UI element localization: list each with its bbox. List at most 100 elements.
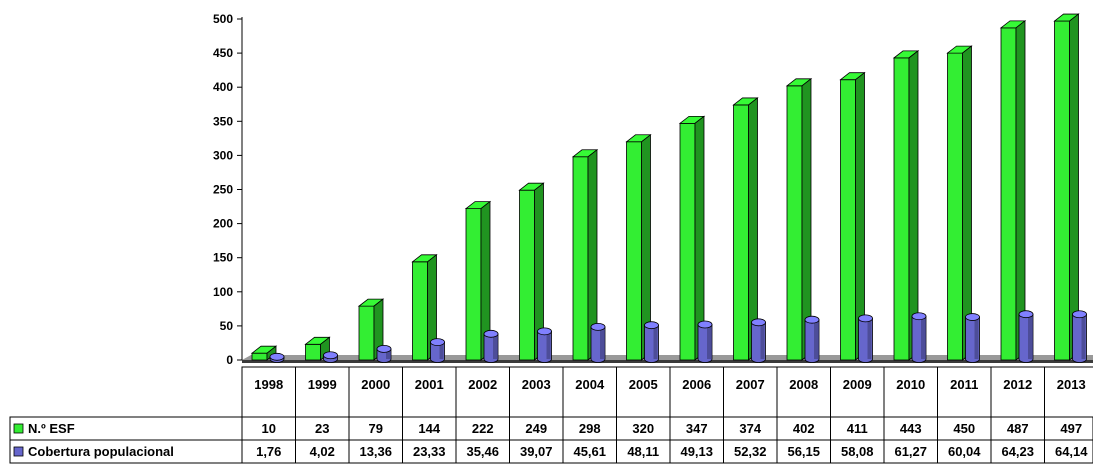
table-cell-value: 35,46 [466,444,499,459]
table-row [9,416,1093,441]
table-cell-value: 402 [793,421,815,436]
bar-cobertura [697,320,713,363]
category-label: 2013 [1057,377,1086,392]
category-label: 2000 [361,377,390,392]
bar-esf [732,97,759,361]
bar-esf [999,20,1027,361]
table-cell-value: 144 [418,421,440,436]
table-header-cell [295,366,350,418]
y-tick-label: 350 [213,114,233,128]
y-tick-label: 250 [213,183,233,197]
category-label: 2001 [415,377,444,392]
bar-cobertura [537,327,552,363]
table-cell-value: 56,15 [787,444,820,459]
x-axis-line [242,360,1093,363]
table-header-cell [776,366,831,418]
bar-cobertura [1072,310,1087,363]
bar-cobertura [644,321,659,363]
category-label: 2006 [682,377,711,392]
category-label: 2010 [896,377,925,392]
y-tick-label: 100 [213,285,233,299]
table-cell-value: 23 [315,421,329,436]
category-label: 2002 [468,377,497,392]
bar-cobertura [483,329,499,363]
table-cell-value: 4,02 [310,444,335,459]
table-header-cell [883,366,938,418]
table-cell-value: 60,04 [948,444,981,459]
bar-cobertura [911,312,927,363]
category-label: 2003 [522,377,551,392]
table-cell-value: 64,14 [1055,444,1088,459]
bar-cobertura [1018,310,1034,363]
table-header-cell [937,366,992,418]
table-cell-value: 222 [472,421,494,436]
table-header-cell [241,366,296,418]
table-row [9,439,1093,464]
y-tick-label: 500 [213,12,233,26]
table-cell-value: 79 [369,421,383,436]
bar-esf [357,298,385,361]
bar-cobertura [323,351,338,363]
table-cell-value: 49,13 [680,444,713,459]
table-cell-value: 1,76 [256,444,281,459]
bar-cobertura [751,318,766,363]
series-name: N.º ESF [28,421,75,436]
legend-key [13,446,24,457]
bar-esf [785,78,813,361]
bar-esf [892,50,920,361]
table-cell-value: 497 [1060,421,1082,436]
table-cell-value: 298 [579,421,601,436]
category-label: 1998 [254,377,283,392]
table-cell-value: 411 [847,421,868,436]
series-name: Cobertura populacional [28,444,174,459]
table-header-cell [509,366,564,418]
y-tick-label: 200 [213,217,233,231]
table-header-cell [455,366,510,418]
table-cell-value: 347 [686,421,708,436]
table-header-cell [669,366,724,418]
table-cell-value: 58,08 [841,444,874,459]
bar-esf [1053,13,1080,361]
y-tick-label: 450 [213,46,233,60]
bar-esf [464,200,492,361]
bar-cobertura [965,313,980,363]
table-cell-value: 443 [900,421,922,436]
category-label: 2009 [843,377,872,392]
table-cell-value: 45,61 [573,444,606,459]
y-tick-label: 400 [213,80,233,94]
category-label: 1999 [308,377,337,392]
table-header-cell [990,366,1045,418]
category-label: 2005 [629,377,658,392]
table-header-cell [616,366,671,418]
table-cell-value: 450 [953,421,975,436]
table-cell-value: 487 [1007,421,1029,436]
bar-cobertura [269,352,285,363]
bar-esf [250,345,278,361]
y-tick-label: 150 [213,251,233,265]
bar-cobertura [430,338,445,363]
table-header-cell [1044,366,1093,418]
chart-floor [242,355,1093,360]
bar-esf [678,115,706,361]
table-header-cell [402,366,457,418]
table-cell-value: 61,27 [894,444,927,459]
category-label: 2011 [950,377,978,392]
table-header-cell [723,366,778,418]
category-label: 2004 [575,377,605,392]
y-tick-label: 50 [220,319,234,333]
table-cell-value: 52,32 [734,444,767,459]
table-header-cell [830,366,885,418]
category-label: 2007 [736,377,765,392]
table-cell-value: 13,36 [359,444,392,459]
table-cell-value: 48,11 [627,444,659,459]
bar-esf [571,148,599,361]
bar-esf [518,182,545,361]
y-tick-label: 300 [213,148,233,162]
bar-esf [946,45,973,361]
table-header-cell [348,366,403,418]
table-cell-value: 23,33 [413,444,446,459]
bar-esf [411,253,438,361]
table-cell-value: 39,07 [520,444,553,459]
table-cell-value: 374 [739,421,761,436]
